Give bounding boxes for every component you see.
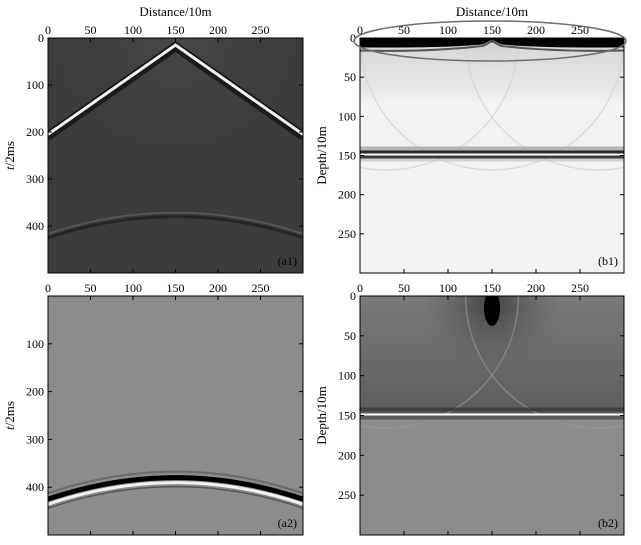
y-tick-label: 300 bbox=[26, 432, 44, 446]
y-axis-label: Depth/10m bbox=[314, 126, 329, 185]
y-tick-label: 100 bbox=[26, 337, 44, 351]
x-tick-label: 150 bbox=[167, 281, 185, 295]
x-tick-label: 150 bbox=[167, 23, 185, 37]
direct-wave-line bbox=[48, 41, 303, 132]
direct-wave-line bbox=[48, 43, 303, 141]
panel-label: (b2) bbox=[598, 516, 618, 530]
y-axis-label: t/2ms bbox=[2, 401, 17, 430]
image-area bbox=[48, 38, 303, 273]
x-tick-label: 100 bbox=[439, 281, 457, 295]
x-tick-label: 150 bbox=[483, 23, 501, 37]
x-tick-label: 0 bbox=[45, 23, 51, 37]
y-tick-label: 100 bbox=[338, 369, 356, 383]
y-tick-label: 150 bbox=[338, 149, 356, 163]
y-tick-label: 200 bbox=[26, 125, 44, 139]
y-tick-label: 200 bbox=[338, 188, 356, 202]
x-tick-label: 0 bbox=[45, 281, 51, 295]
image-area bbox=[48, 296, 303, 535]
panel-label: (b1) bbox=[598, 254, 618, 268]
x-tick-label: 0 bbox=[357, 23, 363, 37]
x-axis-label: Distance/10m bbox=[456, 4, 528, 19]
x-tick-label: 100 bbox=[439, 23, 457, 37]
interface-line bbox=[360, 413, 624, 416]
x-tick-label: 0 bbox=[357, 281, 363, 295]
reflection-curve bbox=[48, 475, 303, 502]
y-tick-label: 0 bbox=[38, 31, 44, 45]
y-tick-label: 0 bbox=[350, 289, 356, 303]
x-tick-label: 200 bbox=[209, 281, 227, 295]
reflection-curve bbox=[48, 215, 303, 240]
interface-line bbox=[360, 150, 624, 154]
x-tick-label: 50 bbox=[85, 23, 97, 37]
y-tick-label: 150 bbox=[338, 409, 356, 423]
x-axis-label: Distance/10m bbox=[139, 4, 211, 19]
x-tick-label: 250 bbox=[571, 281, 589, 295]
panel-b1: 0 50 100 150 200 250050100150200250Distance/1… bbox=[314, 4, 627, 274]
y-tick-label: 200 bbox=[338, 448, 356, 462]
x-tick-label: 100 bbox=[124, 281, 142, 295]
y-tick-label: 200 bbox=[26, 385, 44, 399]
y-tick-label: 400 bbox=[26, 219, 44, 233]
x-tick-label: 250 bbox=[252, 281, 270, 295]
x-tick-label: 150 bbox=[483, 281, 501, 295]
x-tick-label: 200 bbox=[209, 23, 227, 37]
image-background bbox=[48, 296, 303, 535]
direct-wave-line bbox=[48, 43, 303, 136]
y-axis-label: t/2ms bbox=[2, 141, 17, 170]
panel-a1: 0 50 100 150 200 250 0 100 200 300 400 Distance/10m… bbox=[2, 4, 304, 274]
y-tick-label: 400 bbox=[26, 480, 44, 494]
image-area bbox=[360, 38, 624, 273]
x-tick-label: 50 bbox=[85, 281, 97, 295]
x-tick-label: 50 bbox=[398, 281, 410, 295]
source-blob bbox=[484, 296, 500, 326]
y-axis-label: Depth/10m bbox=[314, 386, 329, 445]
panel-a2: 0 50 100 150 200 250 100 200 300 400 t/2ms (a2) bbox=[2, 281, 304, 536]
panel-label: (a2) bbox=[278, 516, 297, 530]
panel-label: (a1) bbox=[278, 254, 297, 268]
y-tick-label: 0 bbox=[350, 31, 356, 45]
x-tick-label: 200 bbox=[527, 281, 545, 295]
y-tick-label: 50 bbox=[344, 70, 356, 84]
panel-b2: 0 50 100 150 200 250 0 50 100 150 200 250 Depth/10m (… bbox=[314, 281, 625, 536]
highlight-ellipse bbox=[353, 20, 627, 62]
x-tick-label: 100 bbox=[124, 23, 142, 37]
x-tick-label: 200 bbox=[527, 23, 545, 37]
y-tick-label: 300 bbox=[26, 172, 44, 186]
y-tick-label: 50 bbox=[344, 329, 356, 343]
near-surface-artifact bbox=[360, 38, 624, 48]
image-area bbox=[360, 296, 624, 535]
y-tick-label: 250 bbox=[338, 488, 356, 502]
y-tick-label: 100 bbox=[338, 109, 356, 123]
y-tick-label: 100 bbox=[26, 78, 44, 92]
y-tick-label: 250 bbox=[338, 227, 356, 241]
x-tick-label: 250 bbox=[252, 23, 270, 37]
